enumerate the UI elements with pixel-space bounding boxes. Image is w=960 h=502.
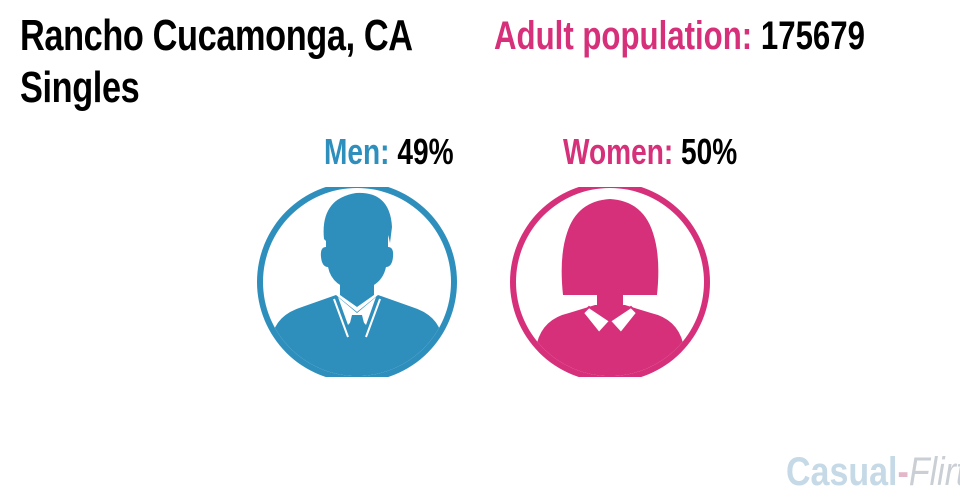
men-label: Men: — [324, 131, 390, 172]
title-line-subject: Singles — [20, 63, 140, 112]
adult-population-label: Adult population: — [494, 14, 753, 58]
adult-population: Adult population: 175679 — [494, 12, 865, 60]
adult-population-value: 175679 — [760, 14, 865, 58]
brand-part-casual: Casual — [786, 450, 898, 494]
brand-separator: - — [897, 450, 909, 494]
men-stat: Men: 49% — [324, 130, 454, 174]
man-avatar-icon — [257, 187, 457, 377]
woman-avatar-icon — [510, 187, 710, 377]
men-value: 49% — [397, 131, 454, 172]
women-label: Women: — [563, 131, 674, 172]
brand-part-flirt: Flirt — [908, 450, 960, 494]
women-stat: Women: 50% — [563, 130, 737, 174]
casual-flirt-watermark: Casual-Flirt — [786, 448, 960, 496]
title-line-location: Rancho Cucamonga, CA — [20, 11, 413, 60]
page-title: Rancho Cucamonga, CA Singles — [20, 10, 413, 114]
women-value: 50% — [681, 131, 738, 172]
